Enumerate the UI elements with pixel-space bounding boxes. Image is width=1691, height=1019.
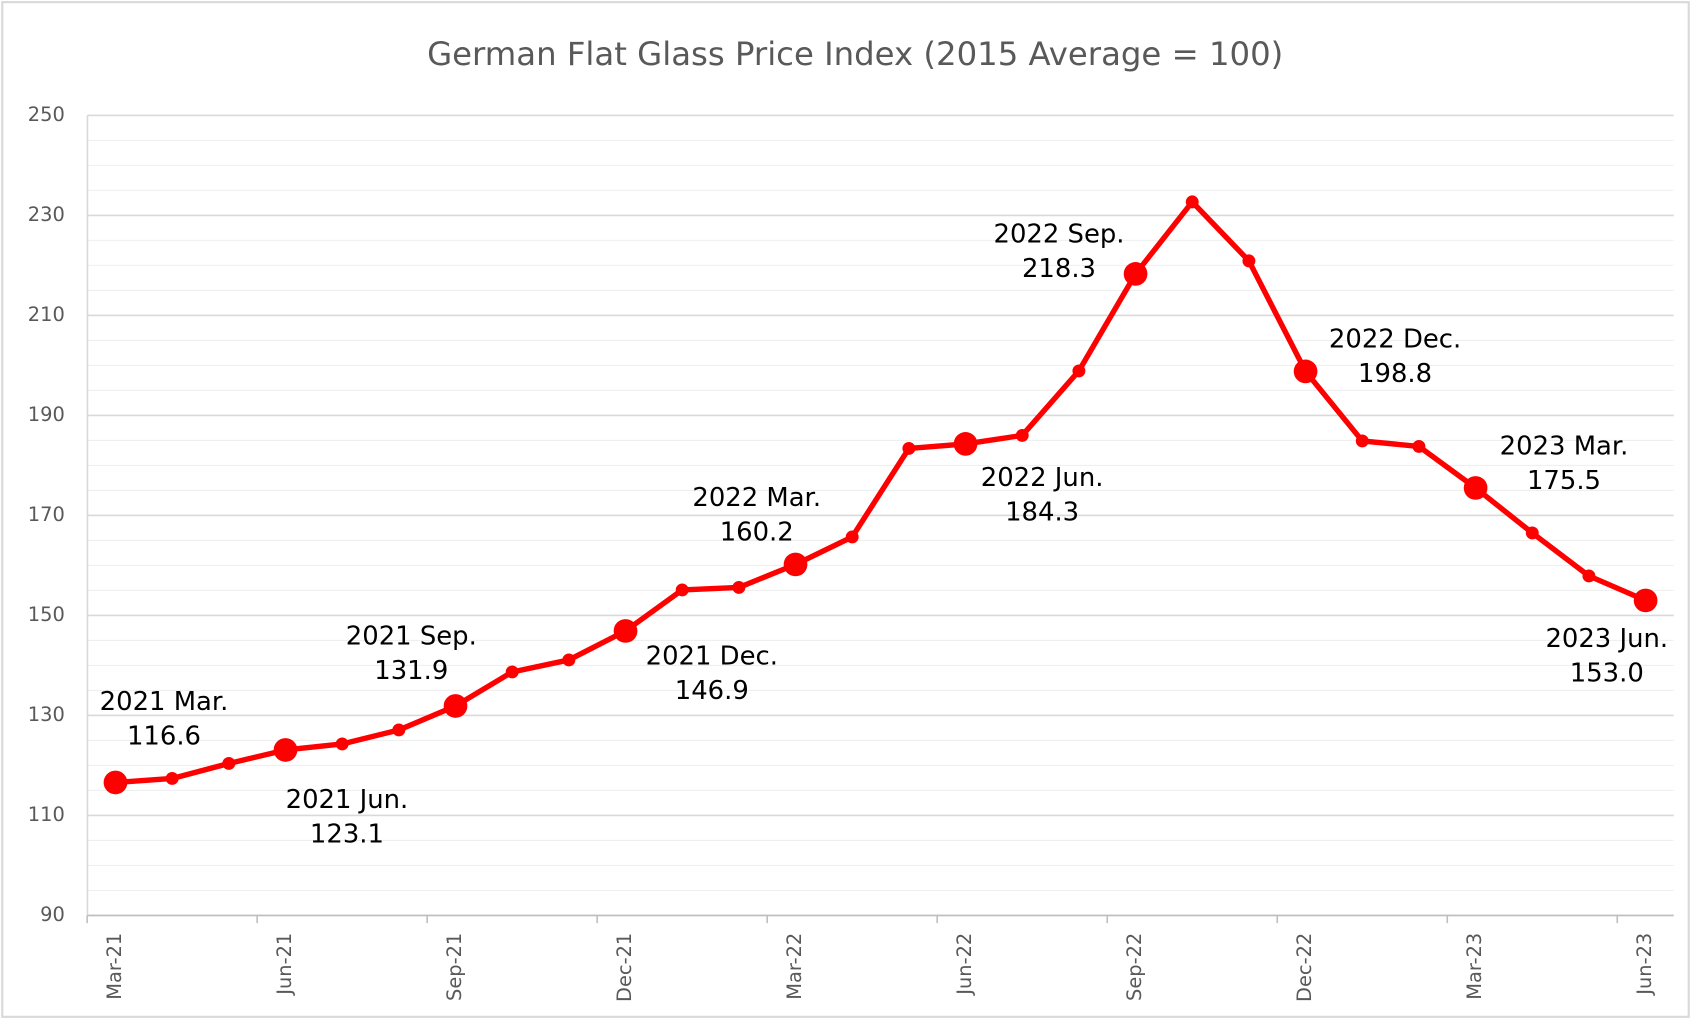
- data-label-name: 2022 Jun.: [981, 463, 1104, 493]
- marker: [783, 552, 808, 577]
- marker: [505, 665, 519, 679]
- marker: [1293, 359, 1318, 384]
- marker: [953, 432, 978, 456]
- data-label-name: 2021 Sep.: [346, 621, 477, 651]
- x-tick-label: Jun-22: [953, 933, 976, 996]
- data-label-name: 2022 Mar.: [692, 483, 821, 513]
- y-tick-label: 150: [28, 603, 65, 626]
- x-tick-label: Jun-23: [1633, 933, 1656, 996]
- data-label: 198.8: [1358, 359, 1432, 389]
- marker: [1463, 476, 1488, 500]
- marker: [392, 723, 406, 737]
- marker: [273, 738, 298, 762]
- data-label-name: 2021 Mar.: [100, 687, 229, 717]
- marker: [675, 583, 689, 597]
- data-label-name: 2022 Dec.: [1329, 325, 1461, 355]
- marker: [1242, 254, 1256, 268]
- chart-title: German Flat Glass Price Index (2015 Aver…: [427, 35, 1283, 73]
- marker: [335, 737, 349, 751]
- y-tick-label: 210: [28, 303, 65, 326]
- marker: [1525, 526, 1539, 540]
- x-tick-label: Jun-21: [273, 933, 296, 996]
- data-label: 218.3: [1022, 254, 1096, 284]
- y-tick-label: 230: [28, 203, 65, 226]
- data-label-name: 2021 Jun.: [286, 785, 409, 815]
- x-tick-label: Mar-21: [103, 933, 126, 1000]
- x-tick-label: Dec-21: [613, 933, 636, 1002]
- marker: [1633, 588, 1658, 613]
- x-tick-label: Dec-22: [1293, 933, 1316, 1002]
- marker: [1582, 569, 1596, 583]
- marker: [103, 770, 128, 795]
- marker: [613, 619, 638, 643]
- data-label-name: 2022 Sep.: [994, 220, 1125, 250]
- data-label-name: 2021 Dec.: [646, 641, 778, 671]
- x-tick-label: Sep-22: [1123, 933, 1146, 1001]
- y-tick-label: 110: [28, 803, 65, 826]
- marker: [1355, 434, 1369, 448]
- y-tick-label: 90: [40, 903, 65, 926]
- data-label: 184.3: [1005, 497, 1079, 527]
- data-label: 175.5: [1527, 466, 1601, 496]
- marker: [1015, 428, 1029, 442]
- marker: [222, 756, 236, 770]
- marker: [732, 580, 746, 594]
- data-label: 116.6: [127, 722, 201, 752]
- x-tick-label: Sep-21: [443, 933, 466, 1001]
- x-tick-label: Mar-22: [783, 933, 806, 1000]
- marker: [562, 653, 576, 667]
- marker: [1072, 364, 1086, 378]
- y-tick-label: 250: [28, 103, 65, 126]
- data-label: 123.1: [310, 820, 384, 850]
- data-label: 160.2: [720, 518, 794, 548]
- x-tick-label: Mar-23: [1463, 933, 1486, 1000]
- marker: [1412, 439, 1426, 453]
- data-label: 153.0: [1570, 658, 1644, 688]
- data-label: 146.9: [675, 676, 749, 706]
- marker: [845, 530, 859, 544]
- line: [115, 199, 1647, 786]
- marker: [902, 441, 916, 455]
- y-tick-label: 130: [28, 703, 65, 726]
- marker: [443, 694, 468, 718]
- marker: [1123, 262, 1148, 286]
- y-tick-label: 190: [28, 403, 65, 426]
- data-label: 131.9: [374, 656, 448, 686]
- data-label-name: 2023 Jun.: [1545, 624, 1668, 654]
- marker: [165, 771, 179, 785]
- data-label-name: 2023 Mar.: [1500, 431, 1629, 461]
- marker: [1185, 195, 1199, 209]
- y-tick-label: 170: [28, 503, 65, 526]
